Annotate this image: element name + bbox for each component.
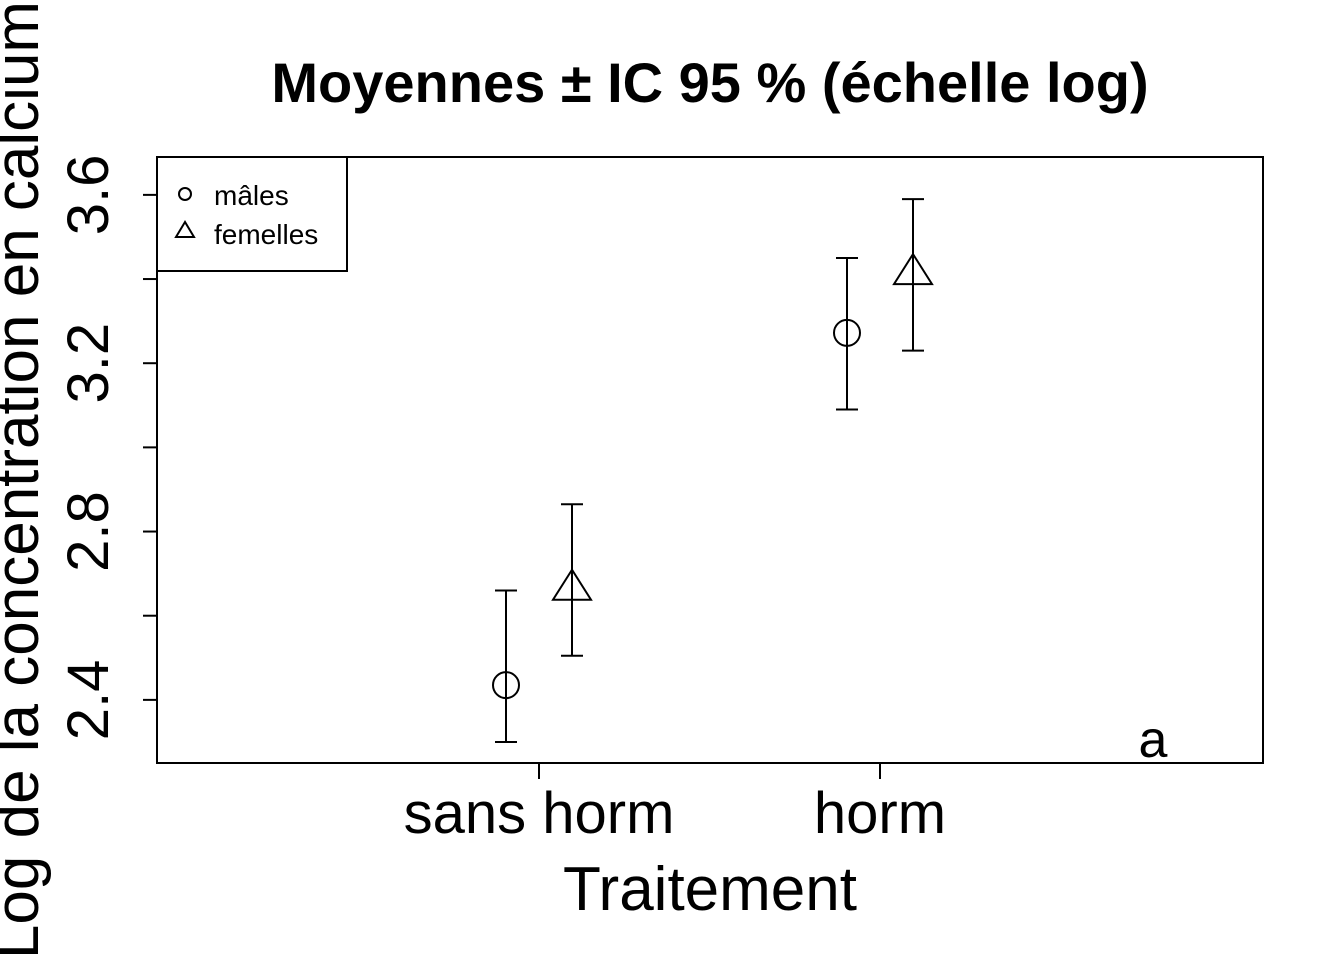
x-tick-label: horm xyxy=(814,781,946,846)
chart-title: Moyennes ± IC 95 % (échelle log) xyxy=(271,51,1148,114)
legend: mâles femelles xyxy=(156,156,348,272)
x-axis: sans horm horm xyxy=(404,763,946,846)
y-axis: 2.4 2.8 3.2 3.6 xyxy=(56,155,157,741)
x-axis-label: Traitement xyxy=(563,855,857,924)
mean-point-triangle xyxy=(892,252,934,286)
y-tick-label: 2.4 xyxy=(56,660,121,741)
plot-frame xyxy=(156,156,1264,764)
y-tick-label: 3.2 xyxy=(56,323,121,404)
legend-label: mâles xyxy=(214,180,289,211)
x-tick-label: sans horm xyxy=(404,781,675,846)
legend-box xyxy=(156,156,348,272)
legend-triangle-icon xyxy=(174,220,196,238)
y-tick-label: 3.6 xyxy=(56,155,121,236)
y-axis-label: Log de la concentration en calcium xyxy=(0,1,52,959)
legend-label: femelles xyxy=(214,219,318,250)
mean-point-circle xyxy=(492,671,520,700)
mean-point-triangle xyxy=(551,567,593,601)
y-tick-label: 2.8 xyxy=(56,491,121,572)
panel-label: a xyxy=(1139,711,1168,769)
legend-circle-icon xyxy=(178,187,192,201)
data-marks xyxy=(492,198,934,743)
mean-point-circle xyxy=(833,318,861,347)
